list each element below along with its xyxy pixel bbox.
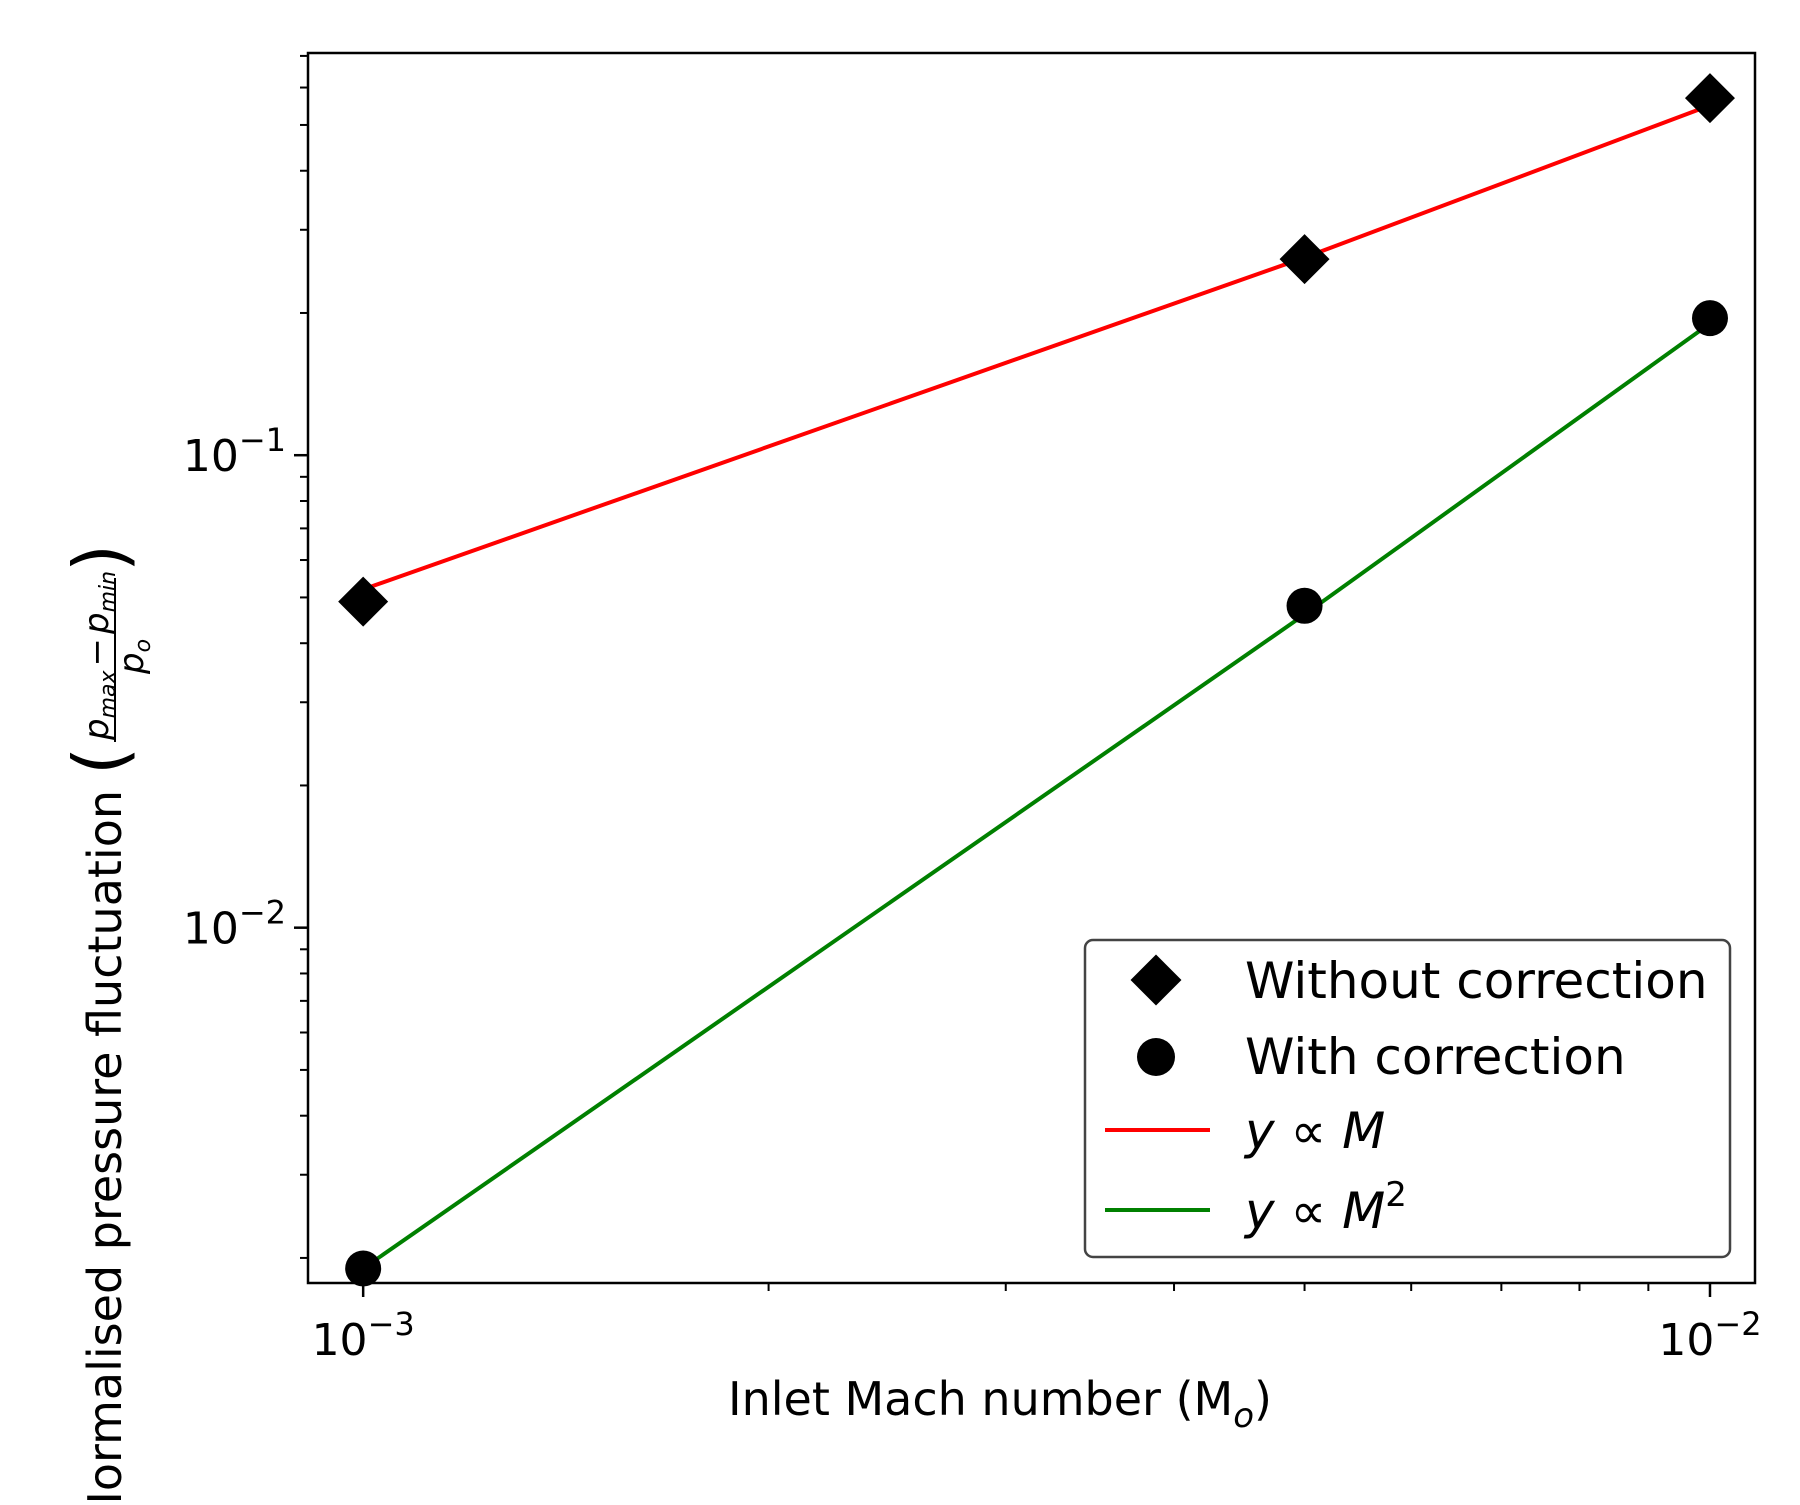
- circle-marker: [345, 1250, 382, 1287]
- legend-circle-marker: [1137, 1038, 1175, 1076]
- y-axis-label-numerator: pmax−pmin: [77, 571, 121, 741]
- plot-frame: [306, 51, 1757, 1285]
- legend-label-quadratic: y ∝ M2: [1243, 1175, 1407, 1240]
- legend-label-with-correction: With correction: [1245, 1028, 1626, 1086]
- y-tick-label: 10−2: [183, 894, 286, 955]
- x-axis-label: Inlet Mach number (Mo): [728, 1372, 1272, 1436]
- legend: Without correction With correction y ∝ M…: [1083, 938, 1732, 1259]
- y-axis-label-denominator: po: [112, 639, 156, 675]
- diamond-marker: [1279, 234, 1330, 285]
- x-tick-label: 10−2: [1658, 1305, 1761, 1366]
- diamond-marker: [1684, 73, 1735, 124]
- y-axis-label: Normalised pressure fluctuation ( pmax−p…: [58, 544, 156, 1505]
- legend-box: [1083, 938, 1732, 1259]
- y-tick-label: 10−1: [183, 421, 286, 482]
- legend-diamond-marker: [1130, 954, 1182, 1006]
- major-ticks: 10−3 10−2 10−2 10−1: [183, 421, 1762, 1366]
- y-axis-label-paren-left: (: [58, 747, 142, 775]
- x-tick-label: 10−3: [312, 1305, 415, 1366]
- diamond-marker: [338, 576, 389, 627]
- legend-label-without-correction: Without correction: [1245, 952, 1708, 1010]
- y-axis-label-paren-right: ): [58, 544, 142, 572]
- minor-ticks: [300, 54, 1650, 1291]
- legend-label-linear: y ∝ M: [1243, 1102, 1385, 1160]
- series-layer: [338, 73, 1735, 1287]
- y-axis-label-text: Normalised pressure fluctuation: [78, 790, 132, 1500]
- circle-marker: [1286, 587, 1323, 624]
- circle-marker: [1691, 300, 1728, 337]
